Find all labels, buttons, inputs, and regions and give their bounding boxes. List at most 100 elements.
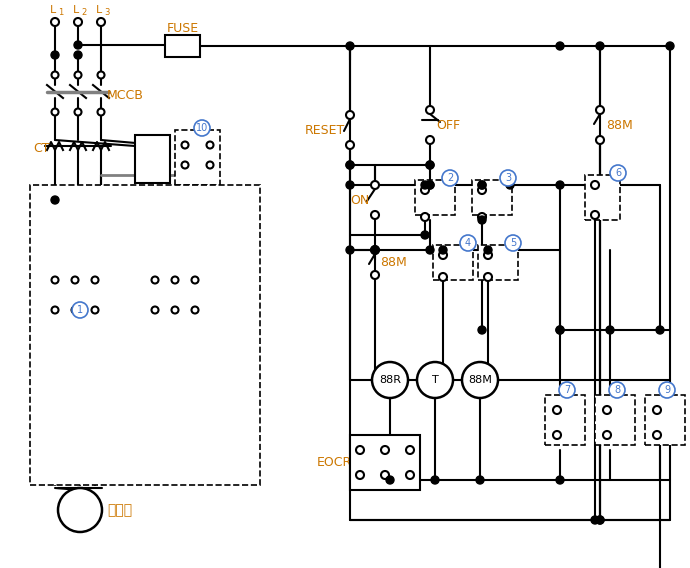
Circle shape (52, 108, 59, 115)
Circle shape (346, 141, 354, 149)
Circle shape (505, 235, 521, 251)
Circle shape (72, 307, 79, 314)
Text: L: L (96, 5, 102, 15)
Circle shape (484, 246, 492, 254)
Circle shape (371, 271, 379, 279)
Text: 4: 4 (465, 238, 471, 248)
Circle shape (51, 18, 59, 26)
Circle shape (52, 307, 59, 314)
Circle shape (192, 277, 199, 283)
Circle shape (559, 382, 575, 398)
Text: L: L (73, 5, 79, 15)
Circle shape (478, 216, 486, 224)
Text: EOCR: EOCR (317, 457, 353, 470)
Circle shape (52, 72, 59, 78)
Circle shape (371, 246, 379, 254)
Text: 1: 1 (77, 305, 83, 315)
Text: 88M: 88M (468, 375, 492, 385)
Text: CT: CT (33, 141, 50, 154)
Circle shape (556, 326, 564, 334)
Text: 88M: 88M (380, 256, 406, 269)
Text: L: L (50, 5, 57, 15)
Circle shape (152, 277, 159, 283)
Circle shape (172, 277, 179, 283)
Text: 5: 5 (510, 238, 516, 248)
Bar (135, 135, 170, 183)
Circle shape (426, 161, 434, 169)
Bar (585, 175, 620, 220)
Circle shape (500, 170, 516, 186)
Circle shape (417, 362, 453, 398)
Circle shape (386, 476, 394, 484)
Circle shape (346, 161, 354, 169)
Circle shape (426, 136, 434, 144)
Circle shape (371, 246, 379, 254)
Text: M: M (72, 501, 88, 519)
Text: 전동기: 전동기 (107, 503, 132, 517)
Text: FUSE: FUSE (167, 22, 199, 35)
Circle shape (484, 273, 492, 281)
Circle shape (596, 42, 604, 50)
Text: 1: 1 (58, 7, 63, 16)
Circle shape (97, 18, 105, 26)
Circle shape (476, 476, 484, 484)
Circle shape (591, 211, 599, 219)
Circle shape (609, 382, 625, 398)
Circle shape (421, 186, 429, 194)
Text: E
O
C
R: E O C R (140, 136, 148, 181)
Circle shape (346, 161, 354, 169)
Circle shape (356, 471, 364, 479)
Circle shape (371, 211, 379, 219)
Circle shape (606, 326, 614, 334)
Bar (545, 395, 585, 445)
Circle shape (426, 106, 434, 114)
Circle shape (52, 277, 59, 283)
Circle shape (346, 246, 354, 254)
Circle shape (75, 72, 81, 78)
Circle shape (656, 326, 664, 334)
Circle shape (431, 476, 439, 484)
Bar (350, 435, 420, 490)
Circle shape (346, 111, 354, 119)
Text: RESET: RESET (305, 123, 345, 136)
Text: 10: 10 (196, 123, 208, 133)
Circle shape (556, 326, 564, 334)
Circle shape (478, 181, 486, 189)
Bar (350, 435, 420, 490)
Text: 88M: 88M (606, 119, 633, 132)
Circle shape (462, 362, 498, 398)
Circle shape (596, 516, 604, 524)
Circle shape (97, 72, 104, 78)
Circle shape (371, 246, 379, 254)
Circle shape (72, 277, 79, 283)
Bar (472, 180, 512, 215)
Circle shape (372, 362, 408, 398)
Bar (175, 130, 220, 185)
Circle shape (356, 446, 364, 454)
Circle shape (206, 161, 213, 169)
Circle shape (421, 181, 429, 189)
Circle shape (75, 108, 81, 115)
Circle shape (181, 161, 188, 169)
Circle shape (97, 108, 104, 115)
Text: 6: 6 (615, 168, 621, 178)
Circle shape (556, 42, 564, 50)
Text: ON: ON (350, 194, 369, 207)
Circle shape (439, 246, 447, 254)
Circle shape (406, 446, 414, 454)
Text: 2: 2 (81, 7, 86, 16)
Bar (595, 395, 635, 445)
Circle shape (553, 406, 561, 414)
Circle shape (460, 235, 476, 251)
Circle shape (478, 326, 486, 334)
Circle shape (596, 136, 604, 144)
Text: MCCB: MCCB (107, 89, 144, 102)
Text: 88M: 88M (47, 265, 71, 275)
Bar (165, 35, 200, 57)
Circle shape (506, 181, 514, 189)
Circle shape (478, 213, 486, 221)
Text: 2: 2 (447, 173, 453, 183)
Circle shape (596, 106, 604, 114)
Text: 7: 7 (564, 385, 570, 395)
Circle shape (591, 516, 599, 524)
